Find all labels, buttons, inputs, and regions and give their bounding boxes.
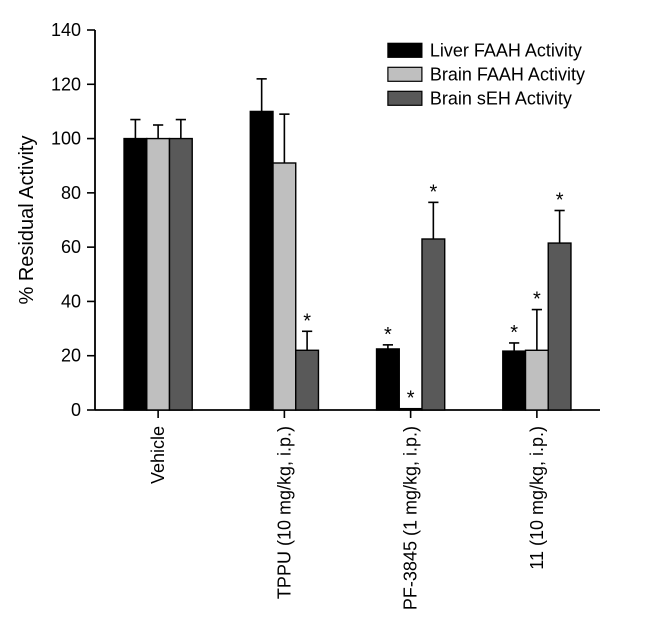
bar bbox=[169, 139, 192, 410]
y-tick-label: 80 bbox=[61, 183, 81, 203]
x-tick-label: TPPU (10 mg/kg, i.p.) bbox=[274, 426, 294, 599]
bar bbox=[503, 351, 526, 410]
significance-marker: * bbox=[429, 181, 437, 203]
significance-marker: * bbox=[384, 324, 392, 346]
y-tick-label: 0 bbox=[71, 400, 81, 420]
bar bbox=[422, 239, 445, 410]
x-tick-label: Vehicle bbox=[148, 426, 168, 484]
significance-marker: * bbox=[303, 310, 311, 332]
bar bbox=[273, 163, 296, 410]
legend-swatch bbox=[388, 43, 422, 57]
legend-swatch bbox=[388, 67, 422, 81]
y-tick-label: 60 bbox=[61, 237, 81, 257]
x-tick-label: PF-3845 (1 mg/kg, i.p.) bbox=[401, 426, 421, 610]
bar bbox=[548, 243, 571, 410]
significance-marker: * bbox=[510, 322, 518, 344]
legend-label: Brain sEH Activity bbox=[430, 88, 572, 108]
bar bbox=[250, 111, 273, 410]
significance-marker: * bbox=[556, 190, 564, 212]
bar bbox=[377, 349, 400, 410]
y-tick-label: 100 bbox=[51, 129, 81, 149]
chart-container: 0 20 40 60 80 100 120 140 % Residual Activity * * *… bbox=[0, 0, 666, 627]
y-axis-label: % Residual Activity bbox=[16, 136, 38, 305]
significance-marker: * bbox=[533, 289, 541, 311]
legend-label: Brain FAAH Activity bbox=[430, 64, 585, 84]
bar bbox=[124, 139, 147, 410]
bar-chart: 0 20 40 60 80 100 120 140 % Residual Activity * * *… bbox=[0, 0, 666, 627]
legend-swatch bbox=[388, 91, 422, 105]
significance-marker: * bbox=[407, 388, 415, 410]
bar bbox=[147, 139, 170, 410]
y-tick-label: 40 bbox=[61, 291, 81, 311]
legend-label: Liver FAAH Activity bbox=[430, 40, 582, 60]
y-tick-label: 120 bbox=[51, 74, 81, 94]
y-tick-label: 20 bbox=[61, 346, 81, 366]
bar bbox=[526, 350, 549, 410]
x-tick-label: 11 (10 mg/kg, i.p.) bbox=[527, 426, 547, 570]
bar bbox=[296, 350, 319, 410]
y-tick-label: 140 bbox=[51, 20, 81, 40]
